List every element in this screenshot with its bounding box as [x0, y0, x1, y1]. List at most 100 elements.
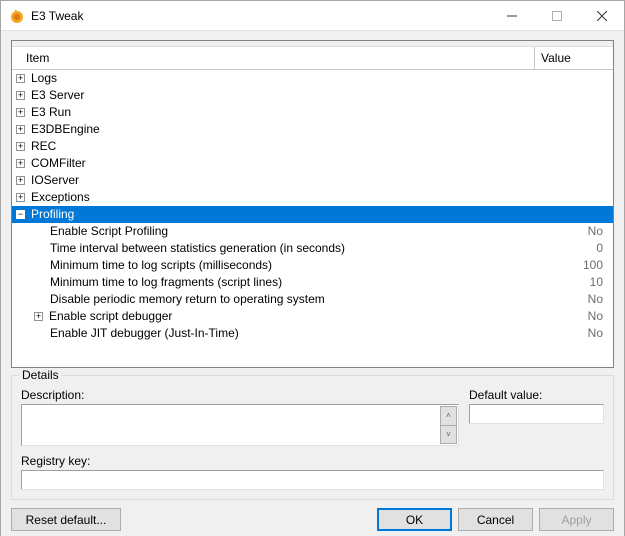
- tree-row[interactable]: Enable Script Profiling No: [12, 223, 613, 240]
- cancel-button[interactable]: Cancel: [458, 508, 533, 531]
- expand-icon[interactable]: +: [16, 91, 25, 100]
- tree-row-item: −Profiling: [12, 206, 535, 223]
- tree-row[interactable]: + E3 Server: [12, 87, 613, 104]
- window-title: E3 Tweak: [31, 9, 489, 23]
- property-tree[interactable]: Item Value + Logs + E3 Server + E3 Run + E3DBEn…: [11, 40, 614, 368]
- tree-row-value: No: [535, 291, 613, 308]
- details-legend: Details: [19, 368, 62, 382]
- window-root: E3 Tweak Item Value + Logs + E3 Server + E3 R…: [0, 0, 625, 536]
- tree-row-item: + E3 Run: [12, 104, 535, 121]
- tree-row[interactable]: + Exceptions: [12, 189, 613, 206]
- tree-column-header: Item Value: [12, 47, 613, 70]
- client-area: Item Value + Logs + E3 Server + E3 Run + E3DBEn…: [1, 31, 624, 536]
- tree-row[interactable]: + E3DBEngine: [12, 121, 613, 138]
- close-button[interactable]: [579, 1, 624, 30]
- tree-row-item: + COMFilter: [12, 155, 535, 172]
- tree-row-item: + E3DBEngine: [12, 121, 535, 138]
- tree-row-value: No: [535, 308, 613, 325]
- tree-row-label: E3DBEngine: [30, 121, 100, 138]
- titlebar: E3 Tweak: [1, 1, 624, 31]
- tree-row-label: Time interval between statistics generat…: [49, 240, 345, 257]
- tree-row-label: Logs: [30, 70, 57, 87]
- registry-key-field[interactable]: [21, 470, 604, 490]
- tree-row-value: No: [535, 223, 613, 240]
- tree-row-value: [535, 138, 613, 155]
- tree-row-label: IOServer: [30, 172, 79, 189]
- default-value-label: Default value:: [469, 388, 604, 402]
- tree-row-label: E3 Run: [30, 104, 71, 121]
- tree-row[interactable]: + Enable script debugger No: [12, 308, 613, 325]
- reset-default-button[interactable]: Reset default...: [11, 508, 121, 531]
- minimize-button[interactable]: [489, 1, 534, 30]
- tree-row-label: Exceptions: [30, 189, 90, 206]
- tree-row-value: [535, 87, 613, 104]
- tree-row-item: Enable Script Profiling: [12, 223, 535, 240]
- tree-row-value: 100: [535, 257, 613, 274]
- registry-key-label: Registry key:: [21, 454, 604, 468]
- apply-button[interactable]: Apply: [539, 508, 614, 531]
- tree-row-value: [535, 189, 613, 206]
- expand-icon[interactable]: +: [16, 142, 25, 151]
- expand-icon[interactable]: +: [16, 74, 25, 83]
- column-header-value[interactable]: Value: [535, 47, 613, 69]
- tree-row[interactable]: −Profiling: [12, 206, 613, 223]
- tree-row-label: Minimum time to log fragments (script li…: [49, 274, 282, 291]
- expand-icon[interactable]: +: [16, 159, 25, 168]
- tree-row-item: + Logs: [12, 70, 535, 87]
- tree-body[interactable]: + Logs + E3 Server + E3 Run + E3DBEngine + REC + CO…: [12, 70, 613, 367]
- tree-row-value: [535, 121, 613, 138]
- collapse-icon[interactable]: −: [16, 210, 25, 219]
- tree-row-item: Enable JIT debugger (Just-In-Time): [12, 325, 535, 342]
- tree-row-label: Minimum time to log scripts (millisecond…: [49, 257, 272, 274]
- default-value-field[interactable]: [469, 404, 604, 424]
- description-field[interactable]: ˄ ˅: [21, 404, 459, 446]
- scroll-down-icon[interactable]: ˅: [440, 425, 457, 445]
- tree-row-item: + E3 Server: [12, 87, 535, 104]
- description-label: Description:: [21, 388, 459, 402]
- tree-row[interactable]: + Logs: [12, 70, 613, 87]
- expand-icon[interactable]: +: [34, 312, 43, 321]
- tree-row[interactable]: Minimum time to log scripts (millisecond…: [12, 257, 613, 274]
- tree-row-value: 0: [535, 240, 613, 257]
- tree-row[interactable]: + E3 Run: [12, 104, 613, 121]
- tree-row-label: Enable script debugger: [48, 308, 172, 325]
- tree-row-value: [535, 172, 613, 189]
- tree-row[interactable]: Minimum time to log fragments (script li…: [12, 274, 613, 291]
- expand-icon[interactable]: +: [16, 125, 25, 134]
- tree-row[interactable]: + REC: [12, 138, 613, 155]
- tree-row-value: [535, 155, 613, 172]
- expand-icon[interactable]: +: [16, 108, 25, 117]
- tree-row-item: + IOServer: [12, 172, 535, 189]
- ok-button[interactable]: OK: [377, 508, 452, 531]
- tree-row-label: E3 Server: [30, 87, 84, 104]
- tree-row-label: Profiling: [30, 206, 74, 223]
- app-icon: [9, 8, 25, 24]
- scroll-up-icon[interactable]: ˄: [440, 406, 457, 426]
- expand-icon[interactable]: +: [16, 193, 25, 202]
- tree-row-label: REC: [30, 138, 56, 155]
- tree-row-item: + Exceptions: [12, 189, 535, 206]
- tree-row-label: Disable periodic memory return to operat…: [49, 291, 325, 308]
- column-header-item[interactable]: Item: [12, 47, 535, 69]
- tree-row-label: COMFilter: [30, 155, 86, 172]
- tree-row[interactable]: + COMFilter: [12, 155, 613, 172]
- description-scroll[interactable]: ˄ ˅: [440, 406, 457, 444]
- maximize-button[interactable]: [534, 1, 579, 30]
- tree-row-item: + Enable script debugger: [12, 308, 535, 325]
- tree-row-label: Enable JIT debugger (Just-In-Time): [49, 325, 239, 342]
- expand-icon[interactable]: +: [16, 176, 25, 185]
- tree-row[interactable]: Time interval between statistics generat…: [12, 240, 613, 257]
- tree-row[interactable]: Enable JIT debugger (Just-In-Time) No: [12, 325, 613, 342]
- tree-row-item: Time interval between statistics generat…: [12, 240, 535, 257]
- tree-row-label: Enable Script Profiling: [49, 223, 168, 240]
- tree-row-item: Minimum time to log scripts (millisecond…: [12, 257, 535, 274]
- tree-row-value: [535, 70, 613, 87]
- details-groupbox: Details Description: ˄ ˅ Default value:: [11, 375, 614, 500]
- tree-row[interactable]: Disable periodic memory return to operat…: [12, 291, 613, 308]
- tree-row[interactable]: + IOServer: [12, 172, 613, 189]
- tree-row-item: + REC: [12, 138, 535, 155]
- dialog-buttons: Reset default... OK Cancel Apply: [11, 508, 614, 531]
- tree-row-value: [535, 104, 613, 121]
- tree-row-item: Minimum time to log fragments (script li…: [12, 274, 535, 291]
- tree-row-value: No: [535, 325, 613, 342]
